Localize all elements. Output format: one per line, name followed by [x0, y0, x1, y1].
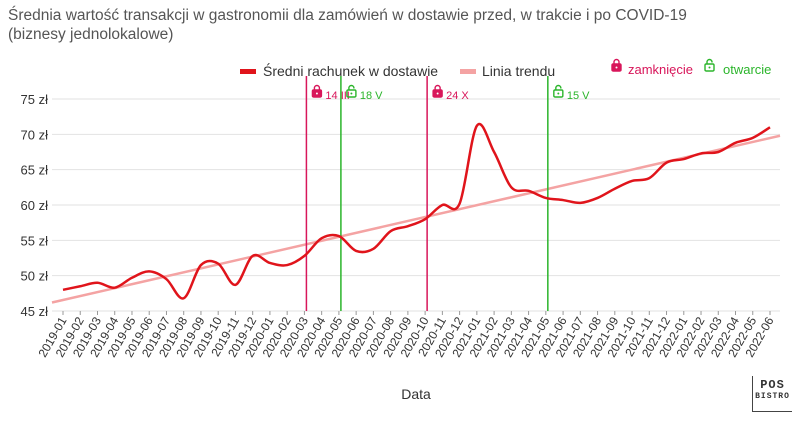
logo-line-1: POS	[760, 378, 785, 392]
lock-closed-icon	[611, 58, 622, 72]
lock-body	[553, 89, 564, 98]
lock-keyhole	[315, 92, 318, 95]
legend-label-sredni-rachunek: Średni rachunek w dostawie	[263, 62, 438, 79]
lock-body	[346, 89, 357, 98]
series-line-sredni-rachunek	[62, 122, 771, 300]
y-tick-label: 50 zł	[21, 269, 49, 284]
x-axis-label: Data	[401, 386, 431, 402]
lock-closed-icon	[432, 84, 443, 98]
lock-keyhole	[708, 66, 711, 69]
lock-body	[704, 63, 715, 72]
trend-line	[51, 134, 781, 304]
lock-shackle	[706, 58, 713, 64]
y-tick-label: 65 zł	[21, 163, 49, 178]
lock-keyhole	[615, 66, 618, 69]
event-label: 24 X	[446, 90, 469, 102]
event-label: 18 V	[360, 90, 383, 102]
chart-title: Średnia wartość transakcji w gastronomii…	[8, 7, 687, 43]
legend-label-trend: Linia trendu	[482, 63, 555, 79]
legend-swatch-trend	[460, 69, 476, 74]
lock-open-icon	[346, 84, 357, 98]
y-tick-label: 45 zł	[21, 304, 49, 319]
logo-line-2: BISTRO	[755, 392, 790, 401]
lock-keyhole	[436, 92, 439, 95]
lock-shackle	[613, 58, 620, 64]
lock-shackle	[434, 84, 441, 90]
lock-shackle	[555, 84, 562, 90]
lock-open-icon	[704, 58, 715, 72]
y-tick-label: 60 zł	[21, 198, 49, 213]
event-label: 14 III	[325, 90, 349, 102]
lock-closed-icon	[311, 84, 323, 98]
lock-shackle	[348, 84, 355, 90]
lock-keyhole	[350, 92, 353, 95]
legend-swatch-sredni-rachunek	[240, 69, 256, 74]
y-tick-label: 70 zł	[21, 127, 49, 142]
pos-bistro-logo: POS BISTRO	[752, 376, 792, 412]
event-legend-label-otwarcie: otwarcie	[723, 62, 771, 77]
lock-shackle	[313, 84, 321, 90]
y-tick-label: 75 zł	[21, 92, 49, 107]
y-tick-label: 55 zł	[21, 233, 49, 248]
event-label: 15 V	[567, 90, 590, 102]
lock-open-icon	[553, 84, 564, 98]
lock-keyhole	[557, 92, 560, 95]
event-legend-label-zamkniecie: zamknięcie	[628, 62, 693, 77]
